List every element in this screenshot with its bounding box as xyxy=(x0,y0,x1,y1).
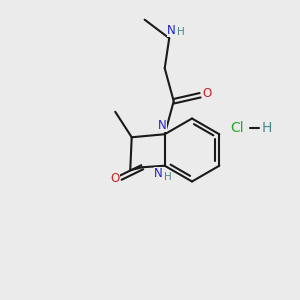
Text: N: N xyxy=(167,24,176,37)
Text: N: N xyxy=(154,167,163,180)
Text: O: O xyxy=(202,87,211,100)
Text: H: H xyxy=(164,172,172,182)
Text: H: H xyxy=(261,121,272,134)
Text: H: H xyxy=(177,27,184,37)
Text: O: O xyxy=(111,172,120,185)
Text: N: N xyxy=(158,119,167,132)
Text: Cl: Cl xyxy=(230,121,244,134)
